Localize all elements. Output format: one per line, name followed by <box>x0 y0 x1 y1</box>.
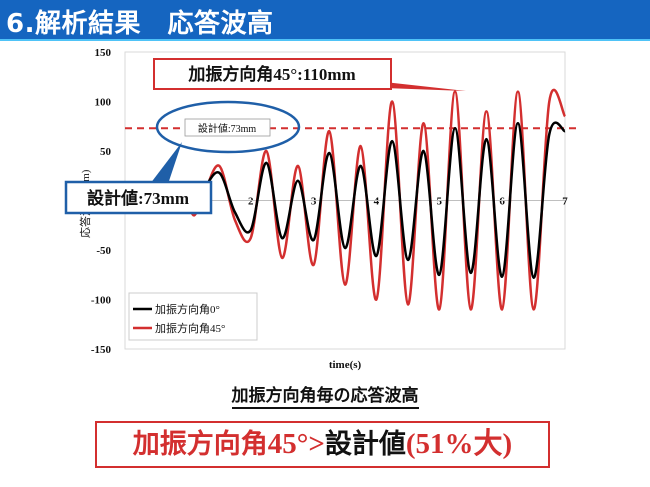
y-tick-label: -100 <box>91 295 112 307</box>
chart-caption: 加振方向角毎の応答波高 <box>0 381 650 409</box>
y-tick-label: 150 <box>95 47 112 59</box>
response-chart: 150100500-50-100-15001234567 time(s) 応答波… <box>64 47 577 371</box>
design-value-ellipse <box>155 100 301 154</box>
x-tick-label: 6 <box>499 196 505 208</box>
legend: 加振方向角0° 加振方向角45° <box>128 292 258 341</box>
conclusion-part-2: 45°> <box>267 428 325 460</box>
legend-label-0deg: 加振方向角0° <box>155 302 220 316</box>
conclusion-part-1: 加振方向角 <box>132 429 268 460</box>
max-callout-text: 加振方向角45°:110mm <box>187 64 355 84</box>
y-tick-label: -50 <box>96 245 111 257</box>
conclusion-part-3: 設計値 <box>324 429 406 460</box>
x-tick-label: 5 <box>437 196 443 208</box>
y-tick-label: 100 <box>95 97 112 109</box>
design-ellipse-label-box <box>184 118 271 137</box>
design-ellipse-label: 設計値:73mm <box>198 122 257 135</box>
x-axis-label: time(s) <box>329 359 362 371</box>
title-underline <box>0 39 650 41</box>
design-callout-pointer <box>150 142 182 184</box>
x-tick-label: 7 <box>562 196 568 208</box>
x-tick-label: 2 <box>248 196 254 208</box>
max-callout-box <box>153 58 392 90</box>
design-callout-text: 設計値:73mm <box>87 188 189 208</box>
x-tick-label: 3 <box>311 196 317 208</box>
legend-label-45deg: 加振方向角45° <box>155 321 225 335</box>
series-line-45deg <box>186 88 567 311</box>
x-tick-label: 4 <box>374 196 380 208</box>
series-line-0deg <box>186 121 567 279</box>
y-tick-label: 50 <box>100 146 112 158</box>
conclusion-part-4: (51%大) <box>405 428 513 460</box>
design-callout-box <box>64 180 213 215</box>
y-tick-label: -150 <box>91 344 112 356</box>
conclusion-box: 加振方向角45°>設計値(51%大) <box>95 421 550 468</box>
title-bar: 6.解析結果 応答波高 <box>0 0 650 39</box>
page-title: 6.解析結果 応答波高 <box>6 9 274 39</box>
